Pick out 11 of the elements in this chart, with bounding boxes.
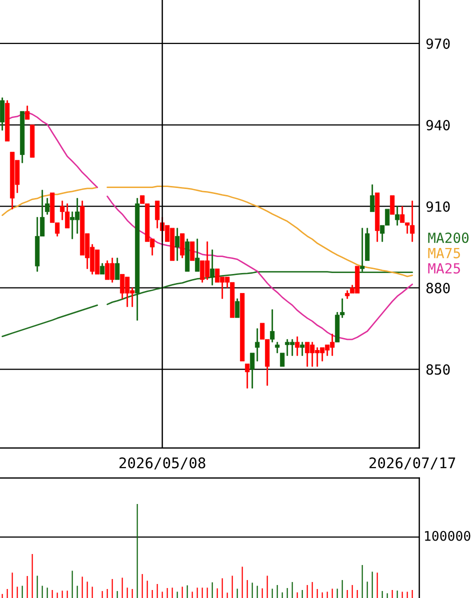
y-tick-label: 880: [426, 282, 450, 294]
x-tick-label: 2026/07/17: [369, 457, 456, 470]
y-tick-label: 910: [426, 201, 450, 212]
series-label: MA75: [428, 248, 460, 258]
x-tick-label: 2026/05/08: [119, 457, 206, 470]
y-tick-label: 850: [426, 364, 450, 375]
series-label: MA25: [428, 263, 460, 274]
text: MA200: [428, 232, 469, 244]
y-tick-label: 940: [426, 120, 450, 130]
text: 100000: [425, 530, 470, 541]
y-tick-label: 970: [426, 38, 450, 49]
